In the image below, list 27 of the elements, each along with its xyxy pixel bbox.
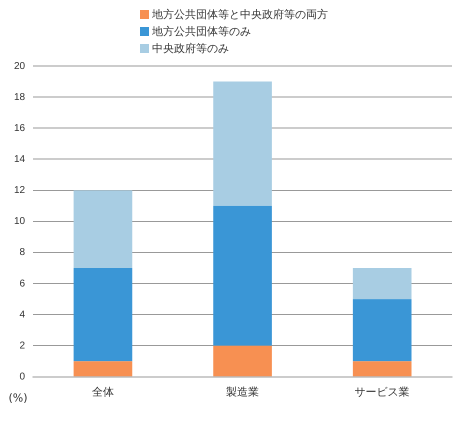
bar <box>213 206 272 346</box>
bar <box>74 268 132 362</box>
bar <box>74 190 132 268</box>
x-tick-label: 製造業 <box>226 385 260 398</box>
x-tick-label: サービス業 <box>354 386 410 398</box>
y-axis-title: (%) <box>8 392 28 405</box>
legend-label: 中央政府等のみ <box>152 41 229 57</box>
y-tick-label: 0 <box>20 372 26 383</box>
y-tick-label: 10 <box>14 216 26 228</box>
y-tick-label: 2 <box>20 340 26 352</box>
bar <box>213 82 272 206</box>
bar <box>352 299 412 362</box>
y-tick-label: 8 <box>20 247 26 258</box>
legend-label: 地方公共団体等のみ <box>152 24 251 40</box>
y-tick-label: 12 <box>14 185 26 196</box>
bar <box>213 346 272 376</box>
y-tick-label: 14 <box>14 154 26 165</box>
bar <box>352 361 412 376</box>
y-tick-label: 16 <box>14 122 26 134</box>
bar <box>74 361 132 376</box>
legend-label: 地方公共団体等と中央政府等の両方 <box>152 7 328 23</box>
y-tick-label: 6 <box>20 278 26 290</box>
bar <box>352 268 412 300</box>
y-tick-label: 4 <box>20 309 26 320</box>
x-tick-label: 全体 <box>92 386 114 398</box>
y-tick-label: 18 <box>14 92 26 103</box>
y-tick-label: 20 <box>14 60 26 72</box>
